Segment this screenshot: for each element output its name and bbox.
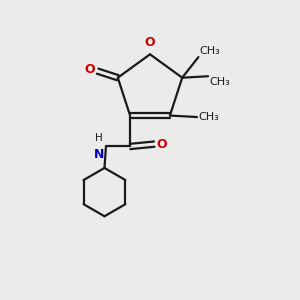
Text: CH₃: CH₃ (210, 77, 230, 87)
Text: CH₃: CH₃ (200, 46, 220, 56)
Text: H: H (95, 133, 103, 143)
Text: O: O (156, 138, 167, 151)
Text: CH₃: CH₃ (199, 112, 219, 122)
Text: N: N (94, 148, 104, 161)
Text: O: O (85, 63, 95, 76)
Text: O: O (145, 36, 155, 49)
